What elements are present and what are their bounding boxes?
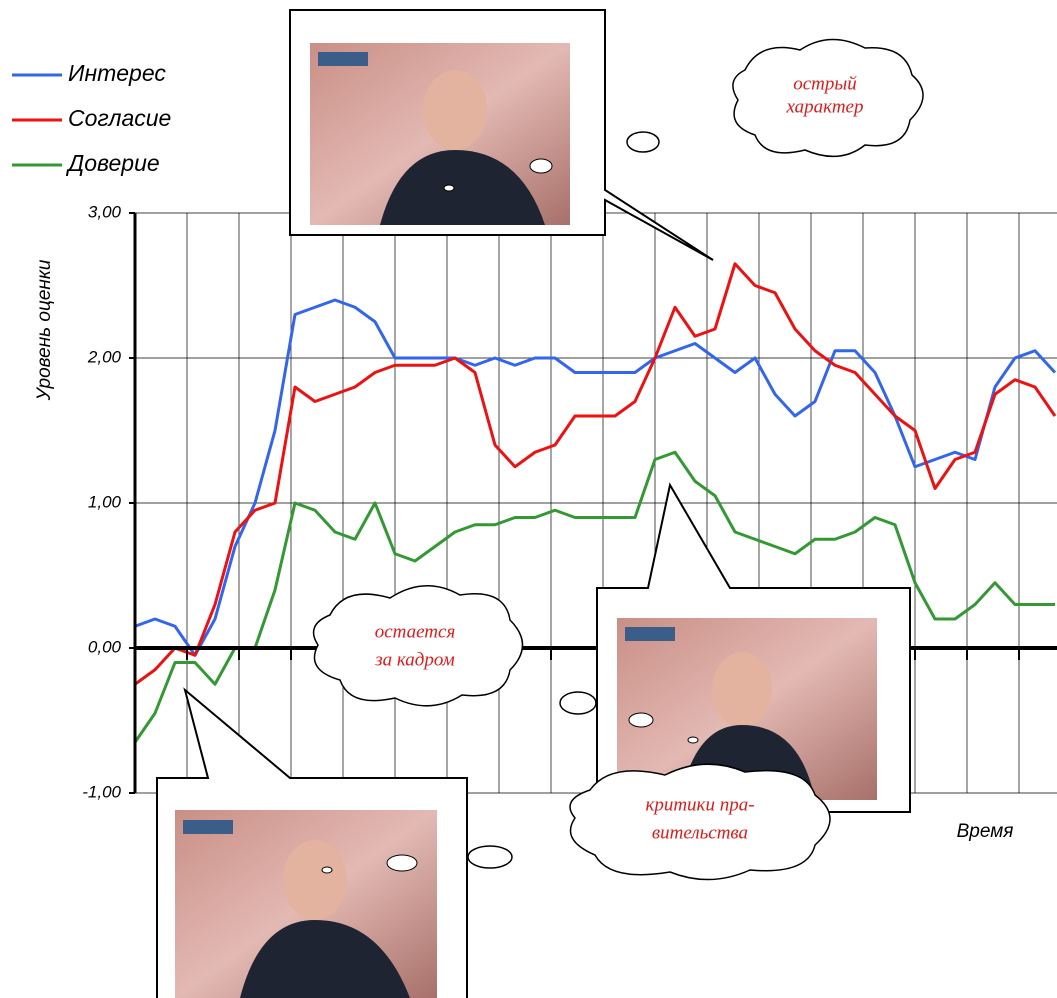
legend-label: Доверие	[65, 150, 160, 176]
annotation: вительства	[652, 822, 748, 843]
annotation: острый	[793, 73, 857, 94]
series-line	[134, 298, 1057, 657]
y-tick-label: 2,00	[87, 347, 122, 366]
y-tick-label: 0,00	[88, 637, 122, 656]
annotation: критики пра-	[645, 794, 754, 815]
legend-label: Согласие	[68, 105, 171, 131]
series-line	[133, 450, 1055, 744]
annotation: остается	[375, 621, 456, 642]
legend-label: Интерес	[68, 60, 166, 86]
annotation: за кадром	[374, 649, 455, 670]
thought-cloud	[312, 38, 924, 881]
y-axis-label: Уровень оценки	[34, 259, 55, 401]
y-tick-label: 3,00	[88, 202, 122, 221]
annotation: характер	[786, 96, 864, 117]
y-tick-label: 1,00	[88, 492, 122, 511]
photo-callout	[596, 482, 911, 813]
photo-callout	[289, 9, 714, 261]
x-axis-label: Время	[957, 821, 1014, 842]
y-tick-label: -1,00	[82, 782, 121, 801]
photo-callout	[156, 687, 468, 998]
series-line	[134, 262, 1057, 686]
